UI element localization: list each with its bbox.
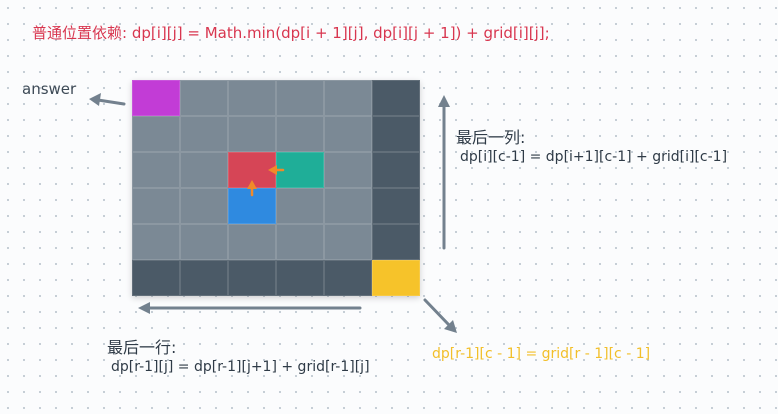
answer-arrow-line [96,98,126,106]
grid-cell [228,80,276,116]
grid-cell [324,152,372,188]
last-column-arrow-head [438,95,450,107]
edge-cell [372,116,420,152]
grid-cell [180,80,228,116]
last-row-arrow [138,302,362,314]
grid-cell [132,188,180,224]
grid-cell [324,224,372,260]
corner-cell [372,260,420,296]
edge-cell [132,260,180,296]
last-row-formula: dp[r-1][j] = dp[r-1][j+1] + grid[r-1][j] [111,359,370,375]
general-dependency-formula: 普通位置依赖: dp[i][j] = Math.min(dp[i + 1][j]… [32,24,550,42]
answer-label: answer [22,80,77,98]
answer-arrow-head [89,93,101,106]
last-column-arrow [438,95,450,250]
grid-cell [276,80,324,116]
edge-cell [372,188,420,224]
edge-cell [372,152,420,188]
answer-cell [132,80,180,116]
grid-cell [324,116,372,152]
grid-cell [180,152,228,188]
from-right-arrow [268,165,285,175]
grid-cell [180,116,228,152]
last-column-title: 最后一列: [456,128,526,147]
answer-arrow [89,93,126,106]
grid-cell [180,224,228,260]
last-column-formula: dp[i][c-1] = dp[i+1][c-1] + grid[i][c-1] [460,149,728,165]
grid-cell [324,80,372,116]
edge-cell [228,260,276,296]
grid-cell [276,116,324,152]
grid-cell [324,188,372,224]
last-row-title: 最后一行: [107,338,177,357]
corner-arrow-line [423,298,451,327]
grid-cell [132,152,180,188]
from-right-arrow-head [268,165,277,175]
from-below-arrow [247,180,257,197]
grid-cell [228,116,276,152]
dp-grid [132,80,420,296]
edge-cell [372,224,420,260]
edge-cell [324,260,372,296]
grid-cell [132,224,180,260]
corner-arrow [423,298,457,333]
last-row-arrow-head [138,302,150,314]
grid-cell [132,116,180,152]
grid-cell [276,188,324,224]
from-below-arrow-head [247,180,257,189]
corner-arrow-head [444,320,457,333]
edge-cell [276,260,324,296]
grid-cell [180,188,228,224]
edge-cell [180,260,228,296]
edge-cell [372,80,420,116]
grid-cell [276,224,324,260]
corner-cell-formula: dp[r-1][c - 1] = grid[r - 1][c - 1] [432,346,651,362]
grid-cell [228,224,276,260]
